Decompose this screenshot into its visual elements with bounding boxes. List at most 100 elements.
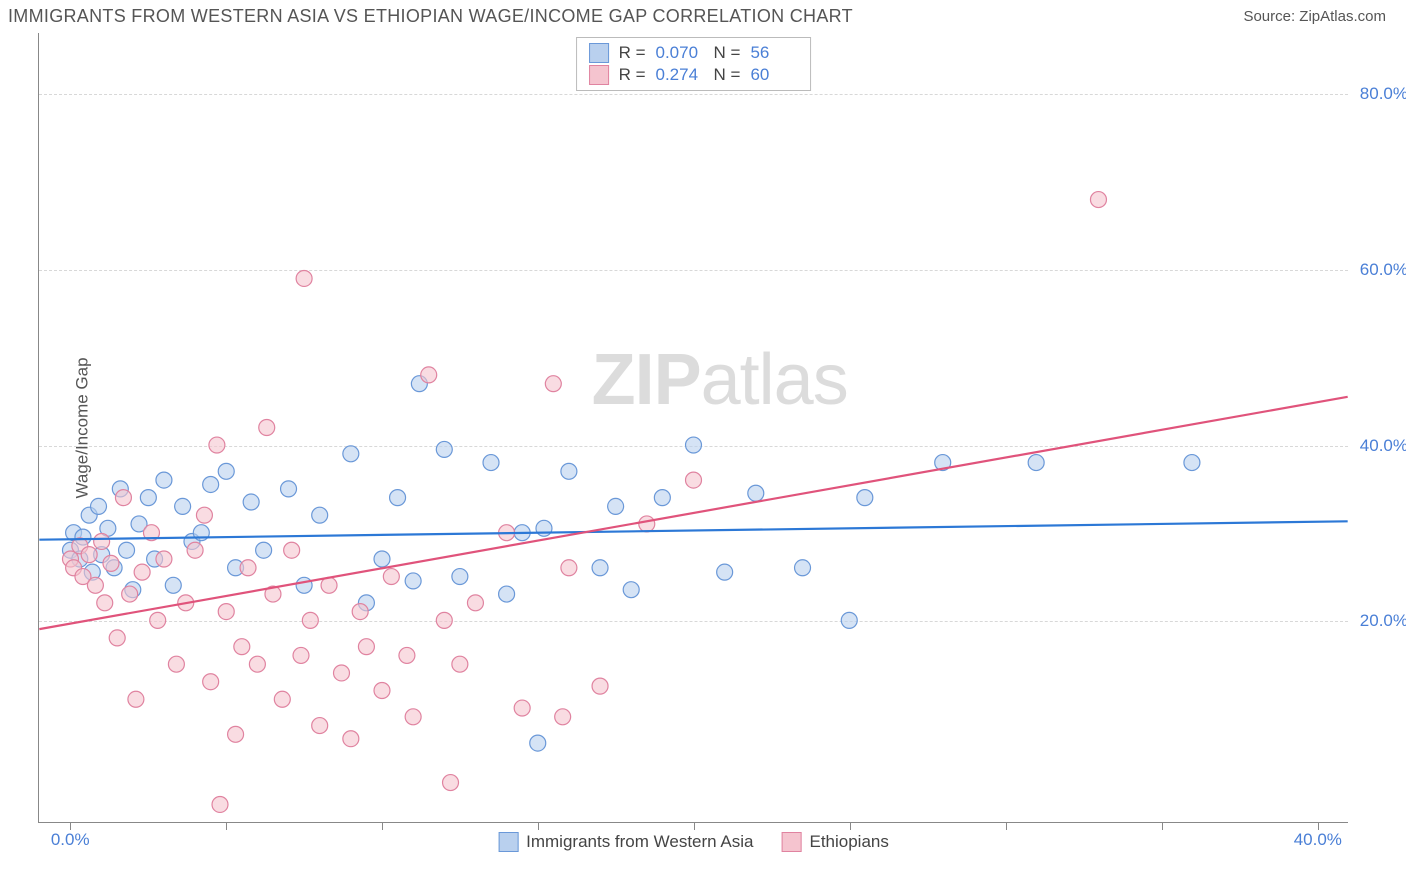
x-tick: [382, 822, 383, 830]
data-point: [561, 463, 577, 479]
legend-series-item: Immigrants from Western Asia: [498, 832, 753, 852]
x-tick: [850, 822, 851, 830]
data-point: [514, 700, 530, 716]
data-point: [249, 656, 265, 672]
data-point: [312, 507, 328, 523]
n-value: 60: [750, 65, 798, 85]
x-tick-label: 0.0%: [51, 830, 90, 850]
r-label: R =: [619, 43, 646, 63]
data-point: [209, 437, 225, 453]
data-point: [243, 494, 259, 510]
data-point: [165, 577, 181, 593]
data-point: [122, 586, 138, 602]
data-point: [87, 577, 103, 593]
data-point: [343, 731, 359, 747]
legend-series-label: Ethiopians: [809, 832, 888, 852]
data-point: [94, 533, 110, 549]
data-point: [383, 569, 399, 585]
legend-stats-box: R =0.070N =56R =0.274N =60: [576, 37, 812, 91]
data-point: [312, 718, 328, 734]
data-point: [536, 520, 552, 536]
legend-swatch: [589, 65, 609, 85]
plot-wrap: Wage/Income Gap ZIPatlas R =0.070N =56R …: [38, 33, 1406, 823]
data-point: [240, 560, 256, 576]
data-point: [452, 656, 468, 672]
data-point: [374, 551, 390, 567]
r-value: 0.070: [656, 43, 704, 63]
data-point: [103, 555, 119, 571]
data-point: [296, 577, 312, 593]
data-point: [302, 612, 318, 628]
data-point: [109, 630, 125, 646]
data-point: [1184, 455, 1200, 471]
data-point: [234, 639, 250, 655]
data-point: [187, 542, 203, 558]
data-point: [561, 560, 577, 576]
data-point: [156, 472, 172, 488]
r-value: 0.274: [656, 65, 704, 85]
data-point: [483, 455, 499, 471]
data-point: [203, 476, 219, 492]
data-point: [115, 490, 131, 506]
data-point: [150, 612, 166, 628]
data-point: [399, 647, 415, 663]
y-tick-label: 20.0%: [1360, 611, 1406, 631]
data-point: [1028, 455, 1044, 471]
data-point: [530, 735, 546, 751]
r-label: R =: [619, 65, 646, 85]
data-point: [639, 516, 655, 532]
data-point: [467, 595, 483, 611]
legend-bottom: Immigrants from Western Asia Ethiopians: [490, 832, 897, 852]
source-label: Source: ZipAtlas.com: [1243, 8, 1386, 25]
data-point: [841, 612, 857, 628]
data-point: [212, 796, 228, 812]
data-point: [555, 709, 571, 725]
legend-stats-row: R =0.274N =60: [589, 64, 799, 86]
title-bar: IMMIGRANTS FROM WESTERN ASIA VS ETHIOPIA…: [0, 0, 1406, 31]
legend-stats-row: R =0.070N =56: [589, 42, 799, 64]
n-label: N =: [714, 43, 741, 63]
data-point: [436, 612, 452, 628]
plot-area: ZIPatlas R =0.070N =56R =0.274N =60 Immi…: [38, 33, 1348, 823]
data-point: [256, 542, 272, 558]
data-point: [405, 709, 421, 725]
data-point: [499, 586, 515, 602]
data-point: [203, 674, 219, 690]
data-point: [343, 446, 359, 462]
data-point: [156, 551, 172, 567]
data-point: [228, 726, 244, 742]
x-tick: [70, 822, 71, 830]
y-tick-label: 80.0%: [1360, 84, 1406, 104]
data-point: [352, 604, 368, 620]
data-point: [281, 481, 297, 497]
data-point: [748, 485, 764, 501]
data-point: [284, 542, 300, 558]
data-point: [140, 490, 156, 506]
data-point: [592, 560, 608, 576]
x-tick-label: 40.0%: [1294, 830, 1342, 850]
scatter-svg: [39, 33, 1348, 822]
data-point: [259, 420, 275, 436]
y-tick-label: 60.0%: [1360, 260, 1406, 280]
data-point: [545, 376, 561, 392]
data-point: [358, 639, 374, 655]
data-point: [128, 691, 144, 707]
x-tick: [1162, 822, 1163, 830]
data-point: [296, 270, 312, 286]
data-point: [334, 665, 350, 681]
data-point: [436, 441, 452, 457]
data-point: [134, 564, 150, 580]
x-tick: [1006, 822, 1007, 830]
x-tick: [226, 822, 227, 830]
legend-swatch: [781, 832, 801, 852]
data-point: [91, 498, 107, 514]
data-point: [293, 647, 309, 663]
data-point: [374, 683, 390, 699]
y-tick-label: 40.0%: [1360, 436, 1406, 456]
x-tick: [538, 822, 539, 830]
legend-series-item: Ethiopians: [781, 832, 888, 852]
chart-title: IMMIGRANTS FROM WESTERN ASIA VS ETHIOPIA…: [8, 6, 853, 27]
data-point: [421, 367, 437, 383]
trend-line: [39, 397, 1347, 629]
legend-series-label: Immigrants from Western Asia: [526, 832, 753, 852]
